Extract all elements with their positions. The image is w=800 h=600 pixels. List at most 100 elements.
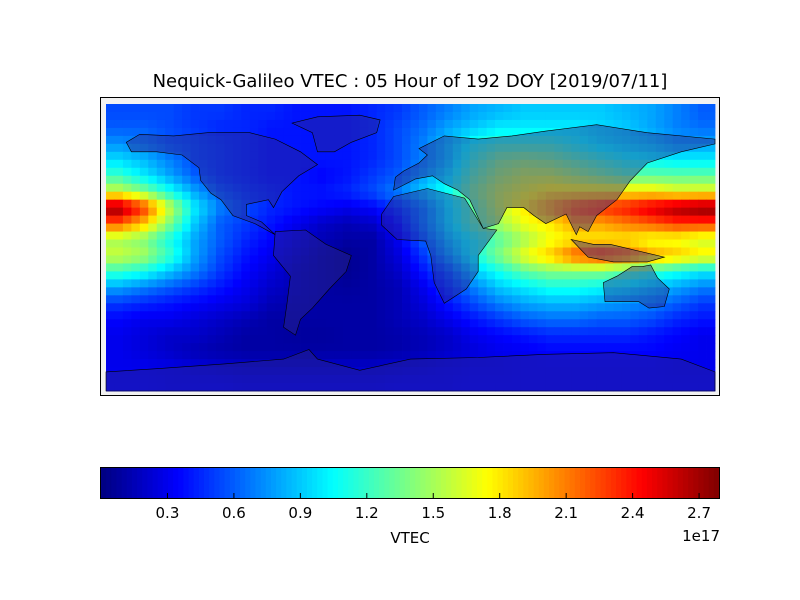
heatmap-cell bbox=[342, 191, 352, 201]
heatmap-cell bbox=[571, 231, 581, 240]
heatmap-cell bbox=[571, 247, 581, 256]
heatmap-cell bbox=[461, 247, 471, 256]
heatmap-cell bbox=[520, 223, 530, 232]
heatmap-cell bbox=[139, 167, 149, 177]
heatmap-cell bbox=[139, 319, 149, 328]
heatmap-cell bbox=[478, 351, 488, 360]
heatmap-cell bbox=[630, 383, 640, 392]
heatmap-cell bbox=[698, 231, 707, 240]
heatmap-cell bbox=[283, 271, 293, 280]
heatmap-cell bbox=[199, 327, 208, 336]
heatmap-cell bbox=[275, 207, 285, 217]
heatmap-cell bbox=[435, 239, 445, 248]
colorbar-segment bbox=[260, 468, 267, 498]
heatmap-cell bbox=[207, 223, 217, 232]
heatmap-cell bbox=[621, 239, 631, 248]
heatmap-cell bbox=[190, 319, 200, 328]
heatmap-cell bbox=[621, 351, 631, 360]
heatmap-cell bbox=[139, 263, 149, 272]
heatmap-cell bbox=[292, 191, 301, 201]
heatmap-cell bbox=[562, 167, 572, 177]
heatmap-cell bbox=[106, 383, 115, 392]
heatmap-cell bbox=[106, 175, 115, 185]
heatmap-cell bbox=[258, 175, 268, 185]
heatmap-cell bbox=[249, 311, 259, 320]
heatmap-cell bbox=[613, 247, 623, 256]
heatmap-cell bbox=[309, 223, 318, 232]
heatmap-cell bbox=[435, 375, 445, 384]
heatmap-cell bbox=[309, 151, 318, 161]
heatmap-cell bbox=[266, 263, 276, 272]
heatmap-cell bbox=[359, 255, 369, 264]
heatmap-cell bbox=[503, 335, 513, 344]
heatmap-cell bbox=[393, 319, 403, 328]
heatmap-cell bbox=[402, 239, 411, 248]
heatmap-cell bbox=[503, 375, 513, 384]
heatmap-cell bbox=[283, 263, 293, 272]
heatmap-cell bbox=[512, 343, 521, 352]
colorbar-segment bbox=[332, 468, 339, 498]
heatmap-cell bbox=[698, 175, 707, 185]
heatmap-cell bbox=[156, 255, 166, 264]
heatmap-cell bbox=[106, 335, 115, 344]
heatmap-cell bbox=[215, 359, 225, 368]
heatmap-cell bbox=[478, 263, 488, 272]
heatmap-cell bbox=[283, 143, 293, 153]
heatmap-cell bbox=[334, 167, 344, 177]
heatmap-cell bbox=[410, 159, 420, 169]
heatmap-cell bbox=[402, 279, 411, 288]
heatmap-cell bbox=[537, 167, 547, 177]
heatmap-cell bbox=[368, 255, 378, 264]
heatmap-cell bbox=[292, 111, 301, 121]
heatmap-cell bbox=[495, 335, 504, 344]
heatmap-cell bbox=[537, 151, 547, 161]
heatmap-cell bbox=[579, 215, 589, 224]
heatmap-cell bbox=[435, 104, 445, 113]
heatmap-cell bbox=[554, 383, 564, 392]
heatmap-cell bbox=[698, 111, 707, 121]
heatmap-cell bbox=[199, 167, 208, 177]
heatmap-cell bbox=[139, 279, 149, 288]
heatmap-cell bbox=[664, 319, 674, 328]
heatmap-cell bbox=[359, 159, 369, 169]
colorbar-segment bbox=[492, 468, 499, 498]
heatmap-cell bbox=[630, 207, 640, 217]
heatmap-cell bbox=[689, 104, 699, 113]
heatmap-cell bbox=[621, 231, 631, 240]
heatmap-cell bbox=[469, 319, 479, 328]
heatmap-cell bbox=[664, 231, 674, 240]
heatmap-cell bbox=[579, 367, 589, 376]
colorbar-label: VTEC bbox=[390, 529, 430, 547]
heatmap-cell bbox=[452, 327, 462, 336]
heatmap-cell bbox=[689, 327, 699, 336]
heatmap-cell bbox=[605, 104, 614, 113]
heatmap-cell bbox=[359, 231, 369, 240]
heatmap-cell bbox=[182, 303, 191, 312]
heatmap-cell bbox=[689, 311, 699, 320]
heatmap-cell bbox=[232, 279, 242, 288]
heatmap-cell bbox=[199, 263, 208, 272]
heatmap-cell bbox=[605, 199, 614, 209]
vtec-heatmap bbox=[101, 98, 719, 395]
heatmap-cell bbox=[325, 223, 335, 232]
heatmap-cell bbox=[368, 367, 378, 376]
heatmap-cell bbox=[495, 207, 504, 217]
heatmap-cell bbox=[309, 359, 318, 368]
heatmap-cell bbox=[190, 255, 200, 264]
heatmap-cell bbox=[309, 239, 318, 248]
heatmap-cell bbox=[503, 143, 513, 153]
heatmap-cell bbox=[266, 135, 276, 145]
heatmap-cell bbox=[571, 207, 581, 217]
heatmap-cell bbox=[698, 311, 707, 320]
heatmap-cell bbox=[199, 375, 208, 384]
heatmap-cell bbox=[258, 207, 268, 217]
heatmap-cell bbox=[469, 383, 479, 392]
heatmap-cell bbox=[452, 215, 462, 224]
heatmap-cell bbox=[613, 367, 623, 376]
colorbar-segment bbox=[162, 468, 169, 498]
heatmap-cell bbox=[393, 263, 403, 272]
heatmap-cell bbox=[478, 335, 488, 344]
heatmap-cell bbox=[562, 375, 572, 384]
heatmap-cell bbox=[672, 319, 682, 328]
heatmap-cell bbox=[266, 159, 276, 169]
